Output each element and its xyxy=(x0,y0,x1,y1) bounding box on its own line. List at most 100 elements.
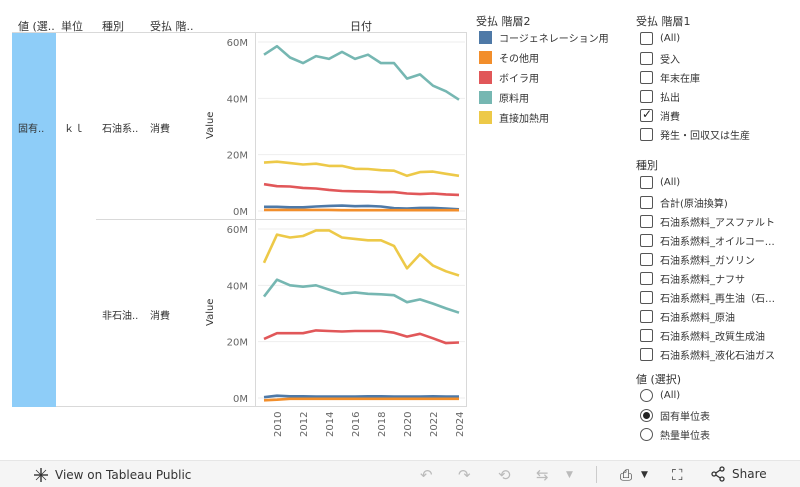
y-tick-label: 0M xyxy=(233,207,248,218)
row-unit[interactable]: ｋｌ xyxy=(64,124,84,135)
legend-item[interactable]: ボイラ用 xyxy=(479,70,539,85)
filter-type-option[interactable]: 石油系燃料_オイルコー… xyxy=(640,233,792,248)
refresh-dropdown-icon[interactable]: ▼ xyxy=(566,470,573,480)
y-tick-label: 20M xyxy=(227,338,248,349)
download-dropdown-icon[interactable]: ▼ xyxy=(641,470,648,480)
checkbox[interactable] xyxy=(640,253,653,266)
filter-value-option[interactable]: 固有単位表 xyxy=(640,408,792,423)
filter-type-option[interactable]: 合計(原油換算) xyxy=(640,195,792,210)
legend-item[interactable]: 直接加熱用 xyxy=(479,110,549,125)
x-tick-label: 2012 xyxy=(299,412,310,437)
filter-type-option-label: 石油系燃料_アスファルト xyxy=(660,218,775,229)
share-button[interactable]: Share xyxy=(710,466,767,482)
header-type[interactable]: 種別 xyxy=(102,20,124,33)
filter-value-option[interactable]: (All) xyxy=(640,389,792,402)
filter-value-option-label: (All) xyxy=(660,390,681,401)
revert-icon[interactable]: ⟲ xyxy=(498,466,511,484)
filter-flow-level1-option-label: 発生・回収又は生産 xyxy=(660,131,750,142)
checkbox[interactable] xyxy=(640,291,653,304)
series-line xyxy=(263,394,459,399)
checkbox[interactable] xyxy=(640,310,653,323)
radio-button[interactable] xyxy=(640,428,653,441)
checkbox[interactable] xyxy=(640,128,653,141)
series-line xyxy=(263,397,459,402)
filter-type-option-label: 石油系燃料_再生油（石… xyxy=(660,294,775,305)
refresh-icon[interactable]: ⇆ xyxy=(536,466,549,484)
legend-swatch xyxy=(479,111,492,124)
filter-flow-level1-option[interactable]: 受入 xyxy=(640,51,792,66)
filter-flow-level1-option[interactable]: 年末在庫 xyxy=(640,70,792,85)
filter-type-option[interactable]: 石油系燃料_ナフサ xyxy=(640,271,792,286)
header-date: 日付 xyxy=(350,20,372,33)
download-icon[interactable]: ⎙ xyxy=(620,466,633,484)
x-tick-label: 2020 xyxy=(403,412,414,437)
filter-flow-level1-option[interactable]: 消費 xyxy=(640,108,792,123)
legend-item[interactable]: コージェネレーション用 xyxy=(479,30,609,45)
filter-type-option[interactable]: 石油系燃料_ガソリン xyxy=(640,252,792,267)
view-on-tableau-link[interactable]: View on Tableau Public xyxy=(33,467,191,483)
header-unit[interactable]: 単位 xyxy=(61,20,83,33)
checkbox[interactable] xyxy=(640,108,653,122)
radio-button[interactable] xyxy=(640,409,653,422)
y-tick-label: 0M xyxy=(233,394,248,405)
radio-button[interactable] xyxy=(640,389,653,402)
filter-flow-level1-option-label: (All) xyxy=(660,33,681,44)
series-line xyxy=(264,204,460,211)
series-line xyxy=(263,160,460,178)
filter-type-option[interactable]: 石油系燃料_アスファルト xyxy=(640,214,792,229)
filter-value-option[interactable]: 熱量単位表 xyxy=(640,427,792,442)
row-value-select[interactable]: 固有.. xyxy=(18,124,45,135)
filter-type-option[interactable]: (All) xyxy=(640,176,792,189)
filter-flow-level1-option-label: 年末在庫 xyxy=(660,74,700,85)
redo-icon[interactable]: ↷ xyxy=(458,466,471,484)
legend-item[interactable]: 原料用 xyxy=(479,90,529,105)
checkbox[interactable] xyxy=(640,272,653,285)
legend-title: 受払 階層2 xyxy=(476,15,531,28)
filter-type-option-label: 石油系燃料_液化石油ガス xyxy=(660,351,775,362)
series-line xyxy=(262,278,460,314)
filter-type-option[interactable]: 石油系燃料_原油 xyxy=(640,309,792,324)
checkbox[interactable] xyxy=(640,215,653,228)
filter-type-option-label: 石油系燃料_ナフサ xyxy=(660,275,745,286)
filter-type-option[interactable]: 石油系燃料_再生油（石… xyxy=(640,290,792,305)
undo-icon[interactable]: ↶ xyxy=(420,466,433,484)
checkbox[interactable] xyxy=(640,176,653,189)
filter-type-option[interactable]: 石油系燃料_液化石油ガス xyxy=(640,347,792,362)
legend-label: 直接加熱用 xyxy=(499,114,549,125)
checkbox[interactable] xyxy=(640,32,653,45)
row-type-petroleum[interactable]: 石油系.. xyxy=(102,124,139,135)
y-tick-label: 20M xyxy=(227,151,248,162)
filter-type-option-label: 石油系燃料_改質生成油 xyxy=(660,332,765,343)
legend-swatch xyxy=(479,71,492,84)
filter-value-title: 値 (選択) xyxy=(636,373,682,386)
filter-type-option[interactable]: 石油系燃料_改質生成油 xyxy=(640,328,792,343)
checkbox[interactable] xyxy=(640,196,653,209)
header-value-select[interactable]: 値 (選.. xyxy=(18,20,55,33)
checkbox[interactable] xyxy=(640,90,653,103)
checkbox[interactable] xyxy=(640,348,653,361)
line-chart[interactable]: 0M 20M 40M 60M 0M 20M 40M 60M 2010 2012 2014 2016 20… xyxy=(0,0,800,460)
row-flow-non-petroleum[interactable]: 消費 xyxy=(150,311,170,322)
checkbox[interactable] xyxy=(640,329,653,342)
header-flow[interactable]: 受払 階.. xyxy=(150,20,194,33)
series-line xyxy=(263,182,460,197)
filter-value-option-label: 熱量単位表 xyxy=(660,431,710,442)
checkbox[interactable] xyxy=(640,52,653,65)
x-tick-label: 2018 xyxy=(377,412,388,437)
filter-flow-level1-option[interactable]: (All) xyxy=(640,32,792,45)
filter-flow-level1-option-label: 消費 xyxy=(660,112,680,123)
checkbox[interactable] xyxy=(640,234,653,247)
legend-label: その他用 xyxy=(499,54,539,65)
row-type-non-petroleum[interactable]: 非石油.. xyxy=(102,311,139,322)
y-tick-label: 60M xyxy=(227,38,248,49)
filter-type-option-label: 石油系燃料_原油 xyxy=(660,313,735,324)
filter-flow-level1-option[interactable]: 発生・回収又は生産 xyxy=(640,127,792,142)
legend-item[interactable]: その他用 xyxy=(479,50,539,65)
row-flow-petroleum[interactable]: 消費 xyxy=(150,124,170,135)
value-select-column[interactable] xyxy=(12,33,56,407)
y-tick-label: 60M xyxy=(227,225,248,236)
fullscreen-icon[interactable]: ⛶ xyxy=(672,466,683,484)
checkbox[interactable] xyxy=(640,71,653,84)
filter-type-option-label: (All) xyxy=(660,177,681,188)
filter-flow-level1-option[interactable]: 払出 xyxy=(640,89,792,104)
